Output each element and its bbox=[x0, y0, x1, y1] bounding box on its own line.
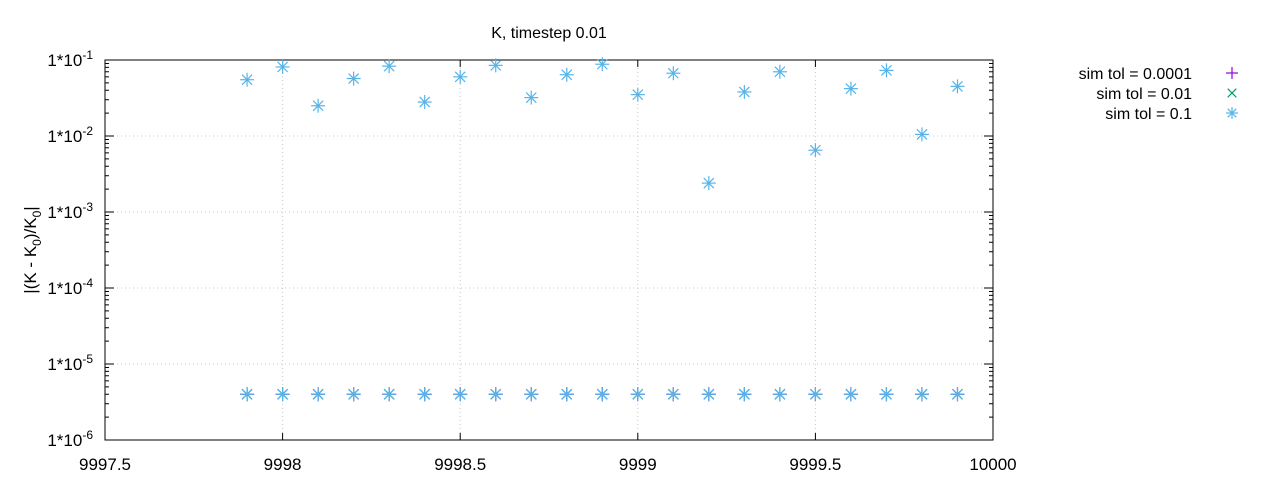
data-point bbox=[275, 387, 290, 402]
data-point bbox=[772, 387, 787, 402]
data-point bbox=[417, 95, 432, 110]
x-tick-label: 9998 bbox=[264, 455, 302, 474]
data-point bbox=[488, 58, 503, 73]
data-point bbox=[488, 387, 503, 402]
axis-ticks: 9997.5 9998 9998.5 9999 9999.5 10000 1*10-1 1*1… bbox=[47, 48, 1016, 474]
y-axis-label: |(K - K0)/K0| bbox=[21, 206, 44, 293]
data-point bbox=[382, 59, 397, 74]
data-point bbox=[772, 64, 787, 79]
data-point bbox=[666, 387, 681, 402]
data-point bbox=[346, 387, 361, 402]
data-point bbox=[630, 387, 645, 402]
data-point bbox=[240, 72, 255, 87]
data-point bbox=[879, 63, 894, 78]
y-axis-label-prefix: |(K - K bbox=[21, 245, 40, 294]
data-point bbox=[524, 90, 539, 105]
data-point bbox=[559, 387, 574, 402]
data-point bbox=[666, 66, 681, 81]
data-point bbox=[311, 387, 326, 402]
legend-entry-label: sim tol = 0.1 bbox=[1105, 106, 1192, 123]
data-point bbox=[453, 387, 468, 402]
data-point bbox=[346, 71, 361, 86]
data-point bbox=[559, 67, 574, 82]
legend-entry-marker bbox=[1226, 67, 1238, 79]
y-axis-label-sub2: 0 bbox=[30, 210, 44, 217]
y-tick-label: 1*10-1 bbox=[47, 48, 93, 70]
data-point bbox=[879, 387, 894, 402]
plot-area-frame bbox=[104, 59, 994, 441]
legend: sim tol = 0.0001 sim tol = 0.01 sim tol = … bbox=[1079, 66, 1238, 123]
data-point bbox=[595, 387, 610, 402]
y-tick-label: 1*10-5 bbox=[47, 352, 93, 374]
legend-entry-marker bbox=[1226, 107, 1238, 119]
legend-entry-marker bbox=[1227, 88, 1237, 98]
y-axis-label-middle: )/K bbox=[21, 217, 40, 239]
legend-entry-label: sim tol = 0.01 bbox=[1096, 86, 1192, 103]
data-point bbox=[701, 176, 716, 191]
data-point bbox=[950, 79, 965, 94]
data-point bbox=[914, 127, 929, 142]
data-point bbox=[737, 387, 752, 402]
data-point bbox=[914, 387, 929, 402]
y-tick-label: 1*10-6 bbox=[47, 428, 93, 450]
y-tick-label: 1*10-2 bbox=[47, 124, 93, 146]
x-tick-label: 9998.5 bbox=[434, 455, 486, 474]
grid bbox=[105, 60, 993, 440]
data-point bbox=[843, 81, 858, 96]
y-tick-label: 1*10-4 bbox=[47, 276, 93, 298]
x-tick-label: 10000 bbox=[969, 455, 1016, 474]
legend-entry-label: sim tol = 0.0001 bbox=[1079, 66, 1193, 83]
x-tick-label: 9999 bbox=[619, 455, 657, 474]
data-point bbox=[737, 84, 752, 99]
data-point bbox=[382, 387, 397, 402]
data-point bbox=[701, 387, 716, 402]
data-point bbox=[240, 387, 255, 402]
data-point bbox=[524, 387, 539, 402]
data-point bbox=[453, 69, 468, 84]
data-point bbox=[950, 387, 965, 402]
x-tick-label: 9999.5 bbox=[789, 455, 841, 474]
data-point bbox=[595, 57, 610, 72]
data-point bbox=[417, 387, 432, 402]
data-point bbox=[808, 143, 823, 158]
data-point bbox=[311, 98, 326, 113]
data-points bbox=[240, 57, 965, 402]
chart-title: K, timestep 0.01 bbox=[491, 25, 607, 42]
x-tick-label: 9997.5 bbox=[79, 455, 131, 474]
y-axis-label-suffix: | bbox=[21, 206, 40, 210]
data-point bbox=[843, 387, 858, 402]
data-point bbox=[275, 59, 290, 74]
data-point bbox=[630, 87, 645, 102]
y-tick-label: 1*10-3 bbox=[47, 200, 93, 222]
y-axis-label-sub1: 0 bbox=[30, 239, 44, 246]
data-point bbox=[808, 387, 823, 402]
